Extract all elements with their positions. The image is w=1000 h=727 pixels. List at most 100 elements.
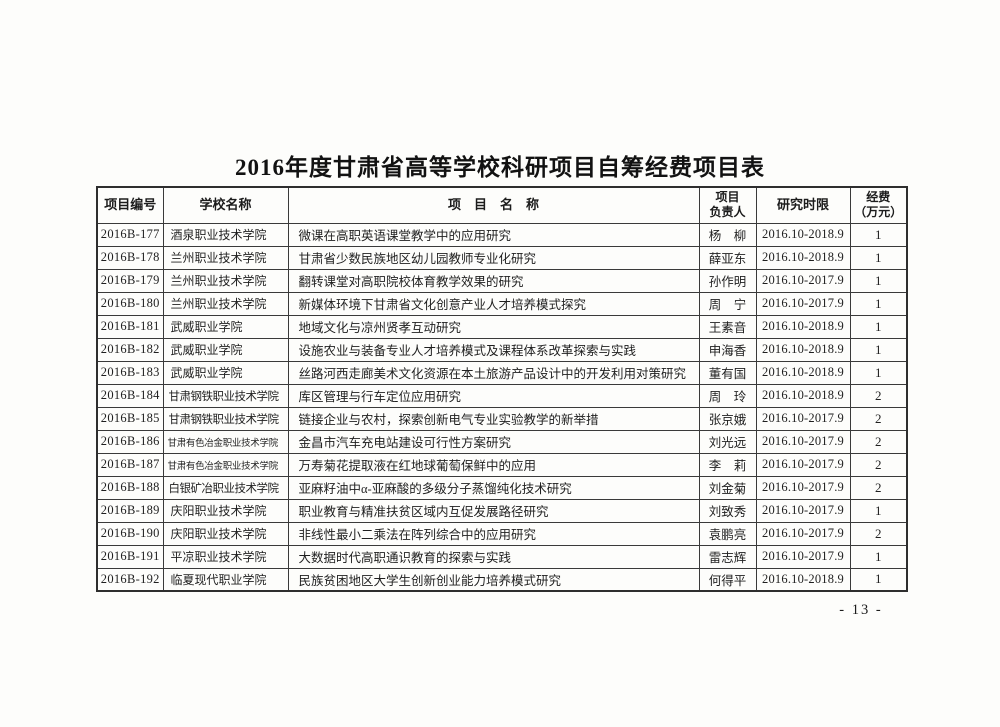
page-title: 2016年度甘肃省高等学校科研项目自筹经费项目表 bbox=[235, 155, 765, 180]
table-body: 2016B-177 酒泉职业技术学院 微课在高职英语课堂教学中的应用研究 杨 柳… bbox=[96, 222, 908, 592]
table-row: 2016B-178 兰州职业技术学院 甘肃省少数民族地区幼儿园教师专业化研究 薛… bbox=[96, 245, 908, 270]
col-header-project-name: 项 目 名 称 bbox=[287, 186, 700, 224]
funding-cell: 1 bbox=[849, 360, 908, 385]
research-period-cell: 2016.10-2018.9 bbox=[755, 314, 851, 339]
project-id-cell: 2016B-188 bbox=[96, 475, 164, 500]
research-period-cell: 2016.10-2018.9 bbox=[755, 245, 851, 270]
table-row: 2016B-179 兰州职业技术学院 翻转课堂对高职院校体育教学效果的研究 孙作… bbox=[96, 268, 908, 293]
project-id-cell: 2016B-186 bbox=[96, 429, 164, 454]
school-name-cell: 白银矿冶职业技术学院 bbox=[162, 475, 289, 500]
project-name-cell: 链接企业与农村，探索创新电气专业实验教学的新举措 bbox=[287, 406, 700, 431]
col-header-project-id: 项目编号 bbox=[96, 186, 164, 224]
project-leader-cell: 王素音 bbox=[698, 314, 757, 339]
project-leader-cell: 周 宁 bbox=[698, 291, 757, 316]
funding-cell: 1 bbox=[849, 314, 908, 339]
header-row: 项目编号 学校名称 项 目 名 称 项目 负责人 研究时限 经费 （万元） bbox=[96, 186, 908, 224]
project-name-cell: 职业教育与精准扶贫区域内互促发展路径研究 bbox=[287, 498, 700, 523]
project-leader-cell: 雷志辉 bbox=[698, 544, 757, 569]
table-row: 2016B-188 白银矿冶职业技术学院 亚麻籽油中α-亚麻酸的多级分子蒸馏纯化… bbox=[96, 475, 908, 500]
project-leader-cell: 孙作明 bbox=[698, 268, 757, 293]
projects-table: 项目编号 学校名称 项 目 名 称 项目 负责人 研究时限 经费 （万元） 20… bbox=[96, 186, 908, 592]
project-leader-cell: 张京娥 bbox=[698, 406, 757, 431]
research-period-cell: 2016.10-2017.9 bbox=[755, 291, 851, 316]
project-name-cell: 亚麻籽油中α-亚麻酸的多级分子蒸馏纯化技术研究 bbox=[287, 475, 700, 500]
research-period-cell: 2016.10-2017.9 bbox=[755, 544, 851, 569]
project-leader-cell: 袁鹏亮 bbox=[698, 521, 757, 546]
project-id-cell: 2016B-187 bbox=[96, 452, 164, 477]
project-id-cell: 2016B-183 bbox=[96, 360, 164, 385]
table-row: 2016B-183 武威职业学院 丝路河西走廊美术文化资源在本土旅游产品设计中的… bbox=[96, 360, 908, 385]
project-leader-cell: 李 莉 bbox=[698, 452, 757, 477]
research-period-cell: 2016.10-2017.9 bbox=[755, 452, 851, 477]
table-row: 2016B-187 甘肃有色冶金职业技术学院 万寿菊花提取液在红地球葡萄保鲜中的… bbox=[96, 452, 908, 477]
funding-cell: 2 bbox=[849, 383, 908, 408]
project-name-cell: 设施农业与装备专业人才培养模式及课程体系改革探索与实践 bbox=[287, 337, 700, 362]
project-name-cell: 地域文化与凉州贤孝互动研究 bbox=[287, 314, 700, 339]
project-leader-cell: 申海香 bbox=[698, 337, 757, 362]
funding-cell: 1 bbox=[849, 544, 908, 569]
school-name-cell: 临夏现代职业学院 bbox=[162, 567, 289, 592]
table-row: 2016B-184 甘肃钢铁职业技术学院 库区管理与行车定位应用研究 周 玲 2… bbox=[96, 383, 908, 408]
project-id-cell: 2016B-185 bbox=[96, 406, 164, 431]
col-header-school: 学校名称 bbox=[162, 186, 289, 224]
funding-cell: 2 bbox=[849, 475, 908, 500]
research-period-cell: 2016.10-2017.9 bbox=[755, 498, 851, 523]
project-leader-cell: 周 玲 bbox=[698, 383, 757, 408]
research-period-cell: 2016.10-2017.9 bbox=[755, 268, 851, 293]
table-row: 2016B-177 酒泉职业技术学院 微课在高职英语课堂教学中的应用研究 杨 柳… bbox=[96, 222, 908, 247]
col-header-period: 研究时限 bbox=[755, 186, 851, 224]
project-name-cell: 翻转课堂对高职院校体育教学效果的研究 bbox=[287, 268, 700, 293]
table-row: 2016B-192 临夏现代职业学院 民族贫困地区大学生创新创业能力培养模式研究… bbox=[96, 567, 908, 592]
project-id-cell: 2016B-180 bbox=[96, 291, 164, 316]
school-name-cell: 庆阳职业技术学院 bbox=[162, 498, 289, 523]
funding-cell: 1 bbox=[849, 567, 908, 592]
project-leader-cell: 董有国 bbox=[698, 360, 757, 385]
funding-cell: 1 bbox=[849, 268, 908, 293]
project-id-cell: 2016B-190 bbox=[96, 521, 164, 546]
table-row: 2016B-182 武威职业学院 设施农业与装备专业人才培养模式及课程体系改革探… bbox=[96, 337, 908, 362]
project-leader-cell: 薛亚东 bbox=[698, 245, 757, 270]
school-name-cell: 武威职业学院 bbox=[162, 360, 289, 385]
col-header-leader: 项目 负责人 bbox=[698, 186, 757, 224]
project-name-cell: 大数据时代高职通识教育的探索与实践 bbox=[287, 544, 700, 569]
school-name-cell: 平凉职业技术学院 bbox=[162, 544, 289, 569]
table-row: 2016B-189 庆阳职业技术学院 职业教育与精准扶贫区域内互促发展路径研究 … bbox=[96, 498, 908, 523]
col-header-fund-line1: 经费 bbox=[866, 190, 891, 205]
col-header-leader-line2: 负责人 bbox=[709, 205, 746, 220]
school-name-cell: 甘肃有色冶金职业技术学院 bbox=[162, 429, 289, 454]
research-period-cell: 2016.10-2018.9 bbox=[755, 383, 851, 408]
project-name-cell: 库区管理与行车定位应用研究 bbox=[287, 383, 700, 408]
table-row: 2016B-180 兰州职业技术学院 新媒体环境下甘肃省文化创意产业人才培养模式… bbox=[96, 291, 908, 316]
funding-cell: 1 bbox=[849, 245, 908, 270]
col-header-fund: 经费 （万元） bbox=[849, 186, 908, 224]
project-id-cell: 2016B-184 bbox=[96, 383, 164, 408]
col-header-fund-line2: （万元） bbox=[854, 205, 903, 220]
school-name-cell: 武威职业学院 bbox=[162, 337, 289, 362]
funding-cell: 2 bbox=[849, 521, 908, 546]
school-name-cell: 庆阳职业技术学院 bbox=[162, 521, 289, 546]
project-name-cell: 民族贫困地区大学生创新创业能力培养模式研究 bbox=[287, 567, 700, 592]
project-leader-cell: 杨 柳 bbox=[698, 222, 757, 247]
project-name-cell: 丝路河西走廊美术文化资源在本土旅游产品设计中的开发利用对策研究 bbox=[287, 360, 700, 385]
school-name-cell: 兰州职业技术学院 bbox=[162, 268, 289, 293]
project-id-cell: 2016B-191 bbox=[96, 544, 164, 569]
project-leader-cell: 何得平 bbox=[698, 567, 757, 592]
research-period-cell: 2016.10-2017.9 bbox=[755, 406, 851, 431]
table-row: 2016B-190 庆阳职业技术学院 非线性最小二乘法在阵列综合中的应用研究 袁… bbox=[96, 521, 908, 546]
school-name-cell: 酒泉职业技术学院 bbox=[162, 222, 289, 247]
research-period-cell: 2016.10-2017.9 bbox=[755, 429, 851, 454]
school-name-cell: 兰州职业技术学院 bbox=[162, 245, 289, 270]
project-id-cell: 2016B-189 bbox=[96, 498, 164, 523]
funding-cell: 1 bbox=[849, 291, 908, 316]
project-name-cell: 非线性最小二乘法在阵列综合中的应用研究 bbox=[287, 521, 700, 546]
research-period-cell: 2016.10-2017.9 bbox=[755, 521, 851, 546]
table-row: 2016B-185 甘肃钢铁职业技术学院 链接企业与农村，探索创新电气专业实验教… bbox=[96, 406, 908, 431]
funding-cell: 1 bbox=[849, 498, 908, 523]
project-leader-cell: 刘光远 bbox=[698, 429, 757, 454]
page-number: - 13 - bbox=[839, 602, 883, 618]
project-leader-cell: 刘致秀 bbox=[698, 498, 757, 523]
school-name-cell: 武威职业学院 bbox=[162, 314, 289, 339]
table-row: 2016B-191 平凉职业技术学院 大数据时代高职通识教育的探索与实践 雷志辉… bbox=[96, 544, 908, 569]
project-id-cell: 2016B-192 bbox=[96, 567, 164, 592]
project-name-cell: 微课在高职英语课堂教学中的应用研究 bbox=[287, 222, 700, 247]
